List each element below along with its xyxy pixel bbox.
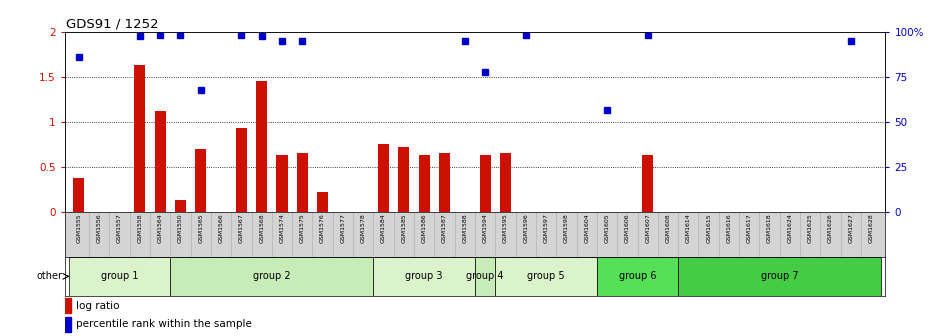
Bar — [419, 155, 429, 212]
Text: GSM1584: GSM1584 — [381, 213, 386, 243]
Text: GSM1604: GSM1604 — [584, 213, 589, 243]
Text: GSM1617: GSM1617 — [747, 213, 751, 243]
Bar — [373, 257, 475, 296]
Bar — [678, 257, 882, 296]
Bar — [480, 155, 491, 212]
Text: GSM1557: GSM1557 — [117, 213, 122, 243]
Text: GSM1577: GSM1577 — [340, 213, 346, 243]
Bar — [276, 155, 288, 212]
Text: percentile rank within the sample: percentile rank within the sample — [76, 319, 253, 329]
Bar — [195, 149, 206, 212]
Bar — [65, 298, 71, 313]
Text: GSM1576: GSM1576 — [320, 213, 325, 243]
Text: GSM1616: GSM1616 — [727, 213, 732, 243]
Text: GSM1586: GSM1586 — [422, 213, 427, 243]
Text: GSM1596: GSM1596 — [523, 213, 528, 243]
Text: group 7: group 7 — [761, 271, 799, 281]
Text: GSM1606: GSM1606 — [625, 213, 630, 243]
Bar — [495, 257, 597, 296]
Bar — [439, 153, 450, 212]
Text: GSM1574: GSM1574 — [279, 213, 284, 243]
Text: GSM1588: GSM1588 — [463, 213, 467, 243]
Bar — [155, 111, 165, 212]
Text: group 2: group 2 — [253, 271, 291, 281]
Bar — [175, 200, 186, 212]
Text: GSM1614: GSM1614 — [686, 213, 691, 243]
Text: GSM1626: GSM1626 — [828, 213, 833, 243]
Text: GSM1568: GSM1568 — [259, 213, 264, 243]
Text: group 1: group 1 — [101, 271, 138, 281]
Text: GSM1587: GSM1587 — [442, 213, 447, 243]
Bar — [73, 177, 85, 212]
Text: GSM1566: GSM1566 — [218, 213, 223, 243]
Text: group 5: group 5 — [527, 271, 565, 281]
Text: GSM1595: GSM1595 — [503, 213, 508, 243]
Bar — [475, 257, 495, 296]
Text: other: other — [37, 271, 63, 281]
Bar — [236, 128, 247, 212]
Text: GSM1558: GSM1558 — [137, 213, 142, 243]
Text: log ratio: log ratio — [76, 301, 120, 311]
Text: GSM1615: GSM1615 — [706, 213, 712, 243]
Bar — [317, 192, 328, 212]
Bar — [296, 153, 308, 212]
Text: GSM1564: GSM1564 — [158, 213, 162, 243]
Text: GSM1608: GSM1608 — [666, 213, 671, 243]
Bar — [68, 257, 170, 296]
Bar — [65, 317, 71, 332]
Bar — [378, 144, 390, 212]
Bar — [500, 153, 511, 212]
Text: GSM1556: GSM1556 — [97, 213, 102, 243]
Text: GSM1628: GSM1628 — [868, 213, 874, 243]
Text: GSM1575: GSM1575 — [300, 213, 305, 243]
Text: GSM1550: GSM1550 — [178, 213, 183, 243]
Text: GDS91 / 1252: GDS91 / 1252 — [66, 17, 160, 30]
Text: group 6: group 6 — [618, 271, 656, 281]
Text: GSM1618: GSM1618 — [767, 213, 772, 243]
Text: GSM1627: GSM1627 — [848, 213, 853, 243]
Text: GSM1555: GSM1555 — [76, 213, 82, 243]
Text: GSM1585: GSM1585 — [402, 213, 407, 243]
Text: GSM1624: GSM1624 — [788, 213, 792, 243]
Bar — [134, 65, 145, 212]
Text: GSM1578: GSM1578 — [361, 213, 366, 243]
Text: group 4: group 4 — [466, 271, 504, 281]
Text: GSM1594: GSM1594 — [483, 213, 487, 243]
Text: GSM1597: GSM1597 — [543, 213, 548, 243]
Text: group 3: group 3 — [406, 271, 443, 281]
Bar — [642, 155, 654, 212]
Bar — [398, 147, 409, 212]
Bar — [256, 81, 267, 212]
Bar — [597, 257, 678, 296]
Text: GSM1598: GSM1598 — [564, 213, 569, 243]
Bar — [170, 257, 373, 296]
Text: GSM1567: GSM1567 — [238, 213, 244, 243]
Text: GSM1565: GSM1565 — [199, 213, 203, 243]
Text: GSM1605: GSM1605 — [604, 213, 610, 243]
Text: GSM1625: GSM1625 — [808, 213, 813, 243]
Text: GSM1607: GSM1607 — [645, 213, 650, 243]
